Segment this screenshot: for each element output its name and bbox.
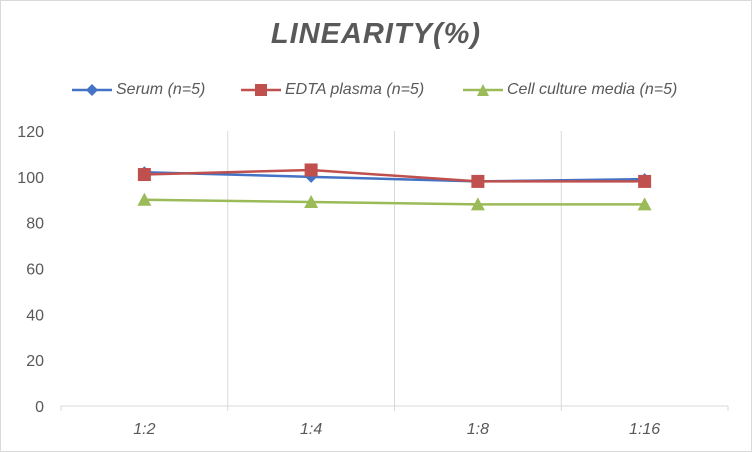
x-tick-label: 1:2 — [133, 421, 155, 438]
y-tick-label: 100 — [17, 170, 44, 187]
x-tick-label: 1:16 — [629, 421, 660, 438]
chart-legend: Serum (n=5) EDTA plasma (n=5) Cell cultu… — [0, 78, 752, 102]
y-tick-label: 0 — [35, 399, 44, 416]
data-point — [137, 168, 151, 182]
data-point — [137, 192, 152, 206]
y-tick-label: 40 — [26, 307, 44, 324]
legend-item-cell-culture-media: Cell culture media (n=5) — [463, 78, 677, 102]
data-point — [637, 197, 652, 211]
data-point — [304, 195, 319, 209]
legend-label-edta-plasma: EDTA plasma (n=5) — [285, 81, 425, 98]
legend-marker-serum — [72, 84, 112, 96]
x-tick-label: 1:8 — [467, 421, 489, 438]
legend-marker-edta-plasma — [241, 84, 281, 96]
data-point — [304, 163, 318, 177]
y-tick-label: 80 — [26, 216, 44, 233]
series-line — [144, 168, 645, 183]
y-tick-label: 120 — [17, 124, 44, 141]
legend-item-serum: Serum (n=5) — [72, 78, 205, 102]
legend-item-edta-plasma: EDTA plasma (n=5) — [241, 78, 424, 102]
data-point — [638, 174, 652, 188]
series-line — [144, 198, 645, 206]
legend-label-cell-culture-media: Cell culture media (n=5) — [507, 81, 678, 98]
data-point — [471, 174, 485, 188]
x-tick-label: 1:4 — [300, 421, 322, 438]
data-point — [470, 197, 485, 211]
legend-label-serum: Serum (n=5) — [116, 81, 206, 98]
chart-title: LINEARITY(%) — [270, 18, 482, 50]
y-tick-label: 60 — [26, 262, 44, 279]
y-tick-label: 20 — [26, 353, 44, 370]
legend-marker-cell-culture-media — [463, 84, 503, 96]
